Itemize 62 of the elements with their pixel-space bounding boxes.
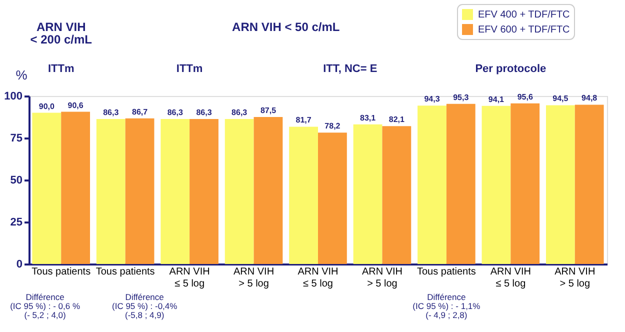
x-tick-label: ARN VIH > 5 log <box>362 266 403 290</box>
y-axis-title: % <box>16 68 28 82</box>
bar <box>382 126 412 264</box>
x-tick-label: ARN VIH > 5 log <box>554 266 596 290</box>
text: 94,5 <box>552 94 568 104</box>
text: 90,6 <box>68 100 84 110</box>
bar <box>482 106 511 264</box>
text: Différence (IC 95 %) : -0,4% (-5,8 ; 4,9) <box>112 292 178 320</box>
bar <box>96 119 126 264</box>
text: ITTm <box>48 63 74 75</box>
text: 94,8 <box>582 94 598 103</box>
legend-label: EFV 400 + TDF/FTC <box>478 10 570 20</box>
x-tick-label: ARN VIH > 5 log <box>233 266 274 290</box>
x-tick-label: Tous patients <box>416 266 476 278</box>
text: 86,3 <box>196 108 212 118</box>
bar <box>574 104 604 264</box>
y-tick-label: 100 <box>4 90 22 102</box>
text: Différence (IC 95 %) : - 1,1% (- 4,9 ; 2,8) <box>412 292 481 320</box>
bar <box>160 119 190 264</box>
text: 86,3 <box>232 108 248 118</box>
y-tick-label: 25 <box>10 216 22 228</box>
bar <box>353 124 382 264</box>
bar <box>446 104 476 264</box>
text: ARN VIH < 200 c/mL <box>30 20 92 46</box>
text: Per protocole <box>475 63 546 75</box>
bar <box>510 103 540 264</box>
text: 86,7 <box>132 107 148 116</box>
x-tick-label: ARN VIH ≤ 5 log <box>490 266 531 290</box>
bar <box>546 105 575 264</box>
text: ARN VIH < 50 c/mL <box>232 20 340 34</box>
text: Différence (IC 95 %) : - 0,6 % (- 5,2 ; 4,0) <box>10 292 80 320</box>
text: 94,1 <box>488 94 504 104</box>
x-tick-label: Tous patients <box>96 266 155 278</box>
text: 95,3 <box>453 92 469 102</box>
text: 90,0 <box>38 102 54 111</box>
text: 82,1 <box>388 115 404 124</box>
bar <box>289 126 318 264</box>
bar <box>254 117 283 264</box>
y-tick-label: 75 <box>10 132 22 144</box>
bar <box>32 112 62 264</box>
bar <box>61 112 90 264</box>
text: ITT, NC= E <box>323 63 378 75</box>
x-tick-label: ARN VIH ≤ 5 log <box>169 266 210 290</box>
text: 87,5 <box>260 106 276 115</box>
legend-label: EFV 600 + TDF/FTC <box>478 24 570 36</box>
text: 94,3 <box>424 94 440 104</box>
bar <box>224 119 254 264</box>
text: 78,2 <box>324 122 340 131</box>
text: 86,3 <box>167 108 183 118</box>
x-tick-label: ARN VIH ≤ 5 log <box>298 266 338 290</box>
x-tick-label: Tous patients <box>32 266 91 278</box>
text: ITTm <box>176 63 203 75</box>
text: 86,3 <box>103 108 119 118</box>
bar <box>125 118 154 264</box>
text: 95,6 <box>517 92 533 102</box>
text: 81,7 <box>296 116 312 125</box>
bar <box>318 132 347 264</box>
y-tick-label: 50 <box>10 174 22 186</box>
y-tick-label: 0 <box>16 258 22 270</box>
bar <box>190 119 218 264</box>
bar <box>418 106 446 264</box>
text: 83,1 <box>360 113 376 122</box>
